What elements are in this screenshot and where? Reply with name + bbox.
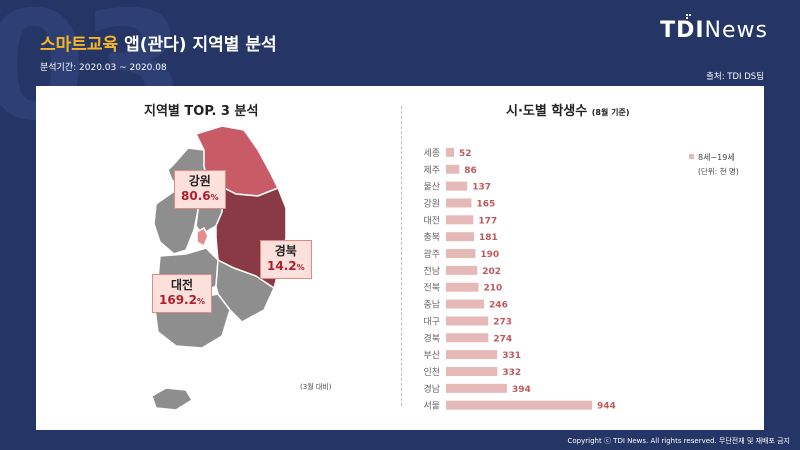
category-label: 전북 [423,283,440,294]
category-label: 경남 [423,383,440,395]
category-label: 경북 [423,332,440,344]
value-label: 177 [478,216,497,226]
category-label: 부산 [423,350,440,361]
callout-region: 경북 [274,244,297,258]
value-label: 944 [597,402,616,412]
bar [446,350,498,360]
bar [446,249,476,259]
bar [446,333,489,343]
logo-bold: TDI [660,18,705,43]
value-label: 246 [489,301,508,311]
value-label: 181 [479,233,498,243]
value-label: 274 [493,334,512,344]
value-label: 86 [464,166,477,176]
unit-label: (단위: 천 명) [698,166,739,176]
category-label: 세종 [423,148,440,159]
map-footnote: (3월 대비) [300,383,332,391]
category-label: 인천 [423,367,440,378]
source-label: 출처: TDI DS팀 [706,72,764,82]
category-label: 광주 [423,248,440,260]
panel-divider [401,106,402,406]
bar [446,147,455,157]
map-title: 지역별 TOP. 3 분석 [144,104,259,119]
title-accent: 스마트교육 [40,35,119,55]
bar [446,164,460,174]
bar [446,215,474,225]
page-title: 스마트교육 앱(관다) 지역별 분석 [40,30,277,55]
value-label: 165 [477,199,496,209]
bar [446,282,479,292]
bar [446,299,485,309]
analysis-period: 분석기간: 2020.03 ~ 2020.08 [40,63,167,73]
category-label: 대구 [423,316,440,327]
bar [446,232,475,242]
bar [446,383,507,393]
value-label: 273 [493,317,512,327]
callout-value: 169.2% [159,293,205,307]
bar-chart: 세종 52 제주 86 울산 137 강원 165 대전 177 충북 181 광주 190 전남 202 전북… [423,147,739,412]
callout-value: 14.2% [267,259,305,273]
chart-title: 시·도별 학생수 (8월 기준) [506,104,630,119]
content-panel: 지역별 TOP. 3 분석 강원 80.6% 경북 14.2% 대전 169.2… [36,86,764,430]
logo-light: News [704,18,768,43]
legend-swatch [689,154,694,159]
callout-region: 대전 [170,278,194,292]
category-label: 대전 [423,215,440,226]
category-label: 충남 [423,300,440,311]
bar [446,366,498,376]
value-label: 190 [480,250,499,260]
category-label: 충북 [423,232,440,243]
callout-gangwon: 강원 80.6% [174,170,226,209]
bar [446,181,468,191]
map-region-jeju [151,387,194,411]
tdi-news-logo: TDINews [660,18,768,43]
category-label: 울산 [423,182,440,193]
map-region-daejeon [196,226,209,248]
bar [446,198,472,208]
logo-dots-icon [686,14,691,19]
value-label: 202 [482,267,501,277]
value-label: 137 [472,183,491,193]
bar [446,400,593,410]
copyright: Copyright ⓒ TDI News. All rights reserve… [567,437,790,445]
category-label: 제주 [423,165,440,176]
value-label: 332 [502,368,521,378]
legend-label: 8세~19세 [698,153,735,162]
title-rest: 앱(관다) 지역별 분석 [118,35,277,55]
bar [446,316,489,326]
category-label: 강원 [423,198,440,209]
value-label: 52 [459,149,472,159]
category-label: 전남 [423,266,440,277]
value-label: 394 [512,385,531,395]
category-label: 서울 [423,401,440,412]
bar [446,265,478,275]
callout-gyeongbuk: 경북 14.2% [260,240,312,279]
value-label: 210 [483,284,502,294]
callout-value: 80.6% [181,189,219,203]
value-label: 331 [502,351,521,361]
callout-daejeon: 대전 169.2% [152,274,212,313]
callout-region: 강원 [188,174,211,188]
